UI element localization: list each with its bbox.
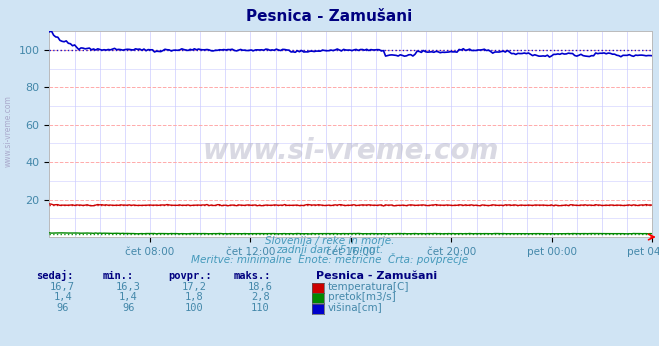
Text: 16,7: 16,7 xyxy=(50,282,75,292)
Text: 1,4: 1,4 xyxy=(119,292,138,302)
Text: Pesnica - Zamušani: Pesnica - Zamušani xyxy=(316,271,438,281)
Text: 1,8: 1,8 xyxy=(185,292,204,302)
Text: 100: 100 xyxy=(185,303,204,313)
Text: 17,2: 17,2 xyxy=(182,282,207,292)
Text: 2,8: 2,8 xyxy=(251,292,270,302)
Text: sedaj:: sedaj: xyxy=(36,270,74,281)
Text: zadnji dan / 5 minut.: zadnji dan / 5 minut. xyxy=(276,245,383,255)
Text: 18,6: 18,6 xyxy=(248,282,273,292)
Text: www.si-vreme.com: www.si-vreme.com xyxy=(203,137,499,165)
Text: Pesnica - Zamušani: Pesnica - Zamušani xyxy=(246,9,413,24)
Text: www.si-vreme.com: www.si-vreme.com xyxy=(3,95,13,167)
Text: 96: 96 xyxy=(123,303,134,313)
Text: 110: 110 xyxy=(251,303,270,313)
Text: maks.:: maks.: xyxy=(234,271,272,281)
Text: 1,4: 1,4 xyxy=(53,292,72,302)
Text: pretok[m3/s]: pretok[m3/s] xyxy=(328,292,395,302)
Text: temperatura[C]: temperatura[C] xyxy=(328,282,409,292)
Text: Meritve: minimalne  Enote: metrične  Črta: povprečje: Meritve: minimalne Enote: metrične Črta:… xyxy=(191,253,468,265)
Text: min.:: min.: xyxy=(102,271,133,281)
Text: 16,3: 16,3 xyxy=(116,282,141,292)
Text: povpr.:: povpr.: xyxy=(168,271,212,281)
Text: 96: 96 xyxy=(57,303,69,313)
Text: višina[cm]: višina[cm] xyxy=(328,303,382,313)
Text: Slovenija / reke in morje.: Slovenija / reke in morje. xyxy=(265,236,394,246)
